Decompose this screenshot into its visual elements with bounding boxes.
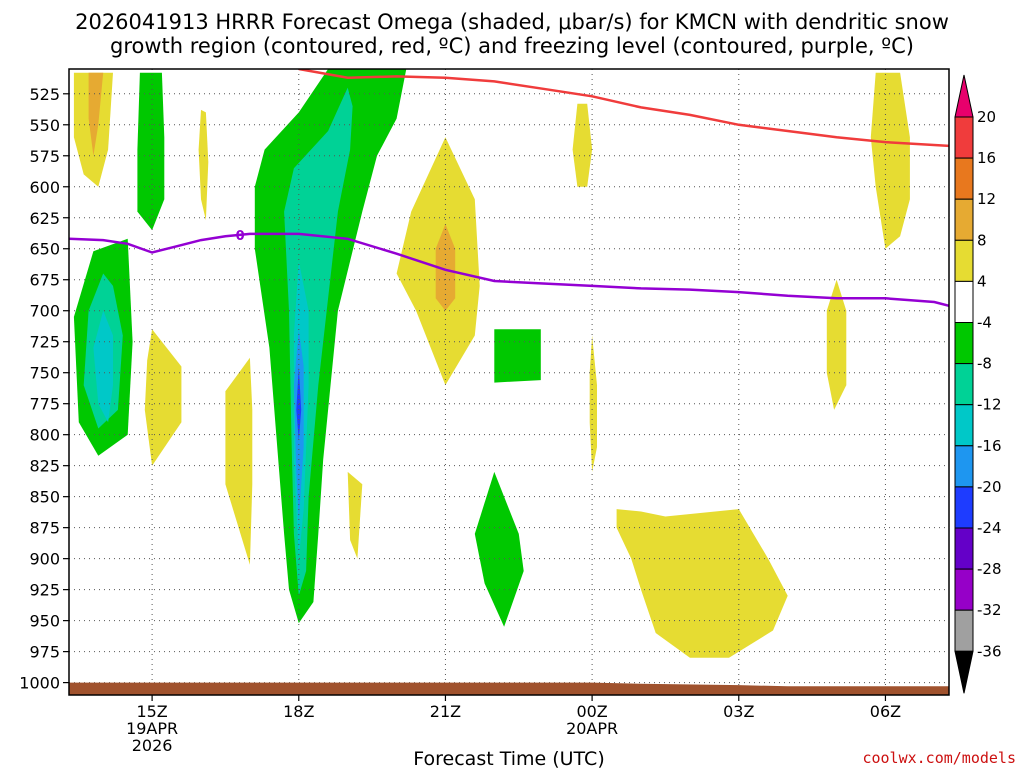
colorbar-label: 16 [977, 149, 996, 167]
omega-region [296, 366, 302, 441]
x-tick-label: 21Z [430, 702, 461, 721]
colorbar-label: -28 [977, 560, 1002, 578]
colorbar-segment [954, 116, 974, 159]
x-axis-label: Forecast Time (UTC) [413, 748, 604, 768]
omega-region [198, 109, 209, 221]
colorbar-segment [954, 322, 974, 365]
omega-region [347, 471, 363, 559]
omega-region [870, 72, 910, 249]
colorbar-segment [954, 198, 974, 241]
y-tick-label: 700 [29, 302, 60, 321]
colorbar-segment [954, 239, 974, 282]
x-tick-label: 20APR [566, 719, 618, 738]
omega-region [225, 357, 253, 565]
omega-region [144, 329, 182, 466]
colorbar-segment [954, 486, 974, 529]
y-tick-label: 950 [29, 612, 60, 631]
plot-area: 0 [68, 68, 950, 696]
ground-surface [69, 682, 949, 695]
x-tick-label: 00Z [576, 702, 607, 721]
colorbar-label: -16 [977, 437, 1002, 455]
colorbar-label: -20 [977, 478, 1002, 496]
y-tick-label: 525 [29, 85, 60, 104]
omega-region [93, 310, 113, 423]
colorbar-segment [954, 404, 974, 447]
omega-shading [73, 69, 910, 658]
colorbar-label: -8 [977, 355, 992, 373]
colorbar-label: 8 [977, 231, 987, 249]
y-tick-label: 900 [29, 550, 60, 569]
y-tick-label: 575 [29, 147, 60, 166]
colorbar-segment [954, 568, 974, 611]
colorbar-bottom-arrow [954, 650, 974, 694]
y-tick-label: 1000 [19, 674, 60, 693]
colorbar-label: -24 [977, 519, 1002, 537]
contour-lines: 0 [69, 69, 949, 695]
chart-title-line1: 2026041913 HRRR Forecast Omega (shaded, … [75, 10, 949, 34]
omega-region [589, 335, 597, 472]
y-tick-label: 825 [29, 457, 60, 476]
colorbar-label: -36 [977, 642, 1002, 660]
colorbar-segment [954, 445, 974, 488]
colorbar-label: 4 [977, 272, 987, 290]
colorbar-label: 12 [977, 190, 996, 208]
omega-region [826, 279, 847, 410]
x-tick-label: 19APR [126, 719, 178, 738]
y-tick-label: 850 [29, 488, 60, 507]
colorbar-segment [954, 280, 974, 323]
freezing-level-line [69, 232, 949, 308]
omega-region [572, 103, 593, 187]
y-tick-label: 600 [29, 178, 60, 197]
y-tick-label: 775 [29, 395, 60, 414]
y-tick-label: 650 [29, 240, 60, 259]
omega-region [494, 329, 541, 383]
y-tick-label: 975 [29, 643, 60, 662]
y-tick-label: 675 [29, 271, 60, 290]
credit-text: coolwx.com/models [862, 749, 1016, 767]
colorbar-segment [954, 609, 974, 652]
y-tick-label: 750 [29, 364, 60, 383]
y-tick-label: 925 [29, 581, 60, 600]
colorbar-top-arrow [954, 74, 974, 118]
y-tick-label: 550 [29, 116, 60, 135]
omega-region [137, 72, 165, 231]
y-tick-label: 625 [29, 209, 60, 228]
x-tick-label: 06Z [870, 702, 901, 721]
plot-frame [68, 68, 950, 696]
y-tick-label: 725 [29, 333, 60, 352]
colorbar-segment [954, 527, 974, 570]
y-tick-label: 875 [29, 519, 60, 538]
colorbar-label: -4 [977, 314, 992, 332]
x-tick-label: 03Z [723, 702, 754, 721]
y-axis: 525 550 575 600 625 650 675 700 725 750 775 800 825 8… [19, 85, 69, 693]
chart-title-line2: growth region (contoured, red, ºC) and f… [110, 34, 914, 58]
dendritic-growth-line [298, 69, 949, 148]
colorbar: 20 16 12 8 4 -4 -8 -12 -16 -20 -24 -28 -32 -36 [954, 74, 1002, 694]
colorbar-label: -32 [977, 601, 1002, 619]
x-tick-label: 15Z [136, 702, 167, 721]
colorbar-label: 20 [977, 108, 996, 126]
freezing-level-label: 0 [236, 229, 245, 244]
x-tick-label: 2026 [132, 736, 173, 755]
omega-region [474, 471, 524, 627]
omega-region [435, 224, 456, 311]
colorbar-segment [954, 157, 974, 200]
colorbar-label: -12 [977, 396, 1002, 414]
y-tick-label: 800 [29, 426, 60, 445]
colorbar-segment [954, 363, 974, 406]
x-tick-label: 18Z [283, 702, 314, 721]
